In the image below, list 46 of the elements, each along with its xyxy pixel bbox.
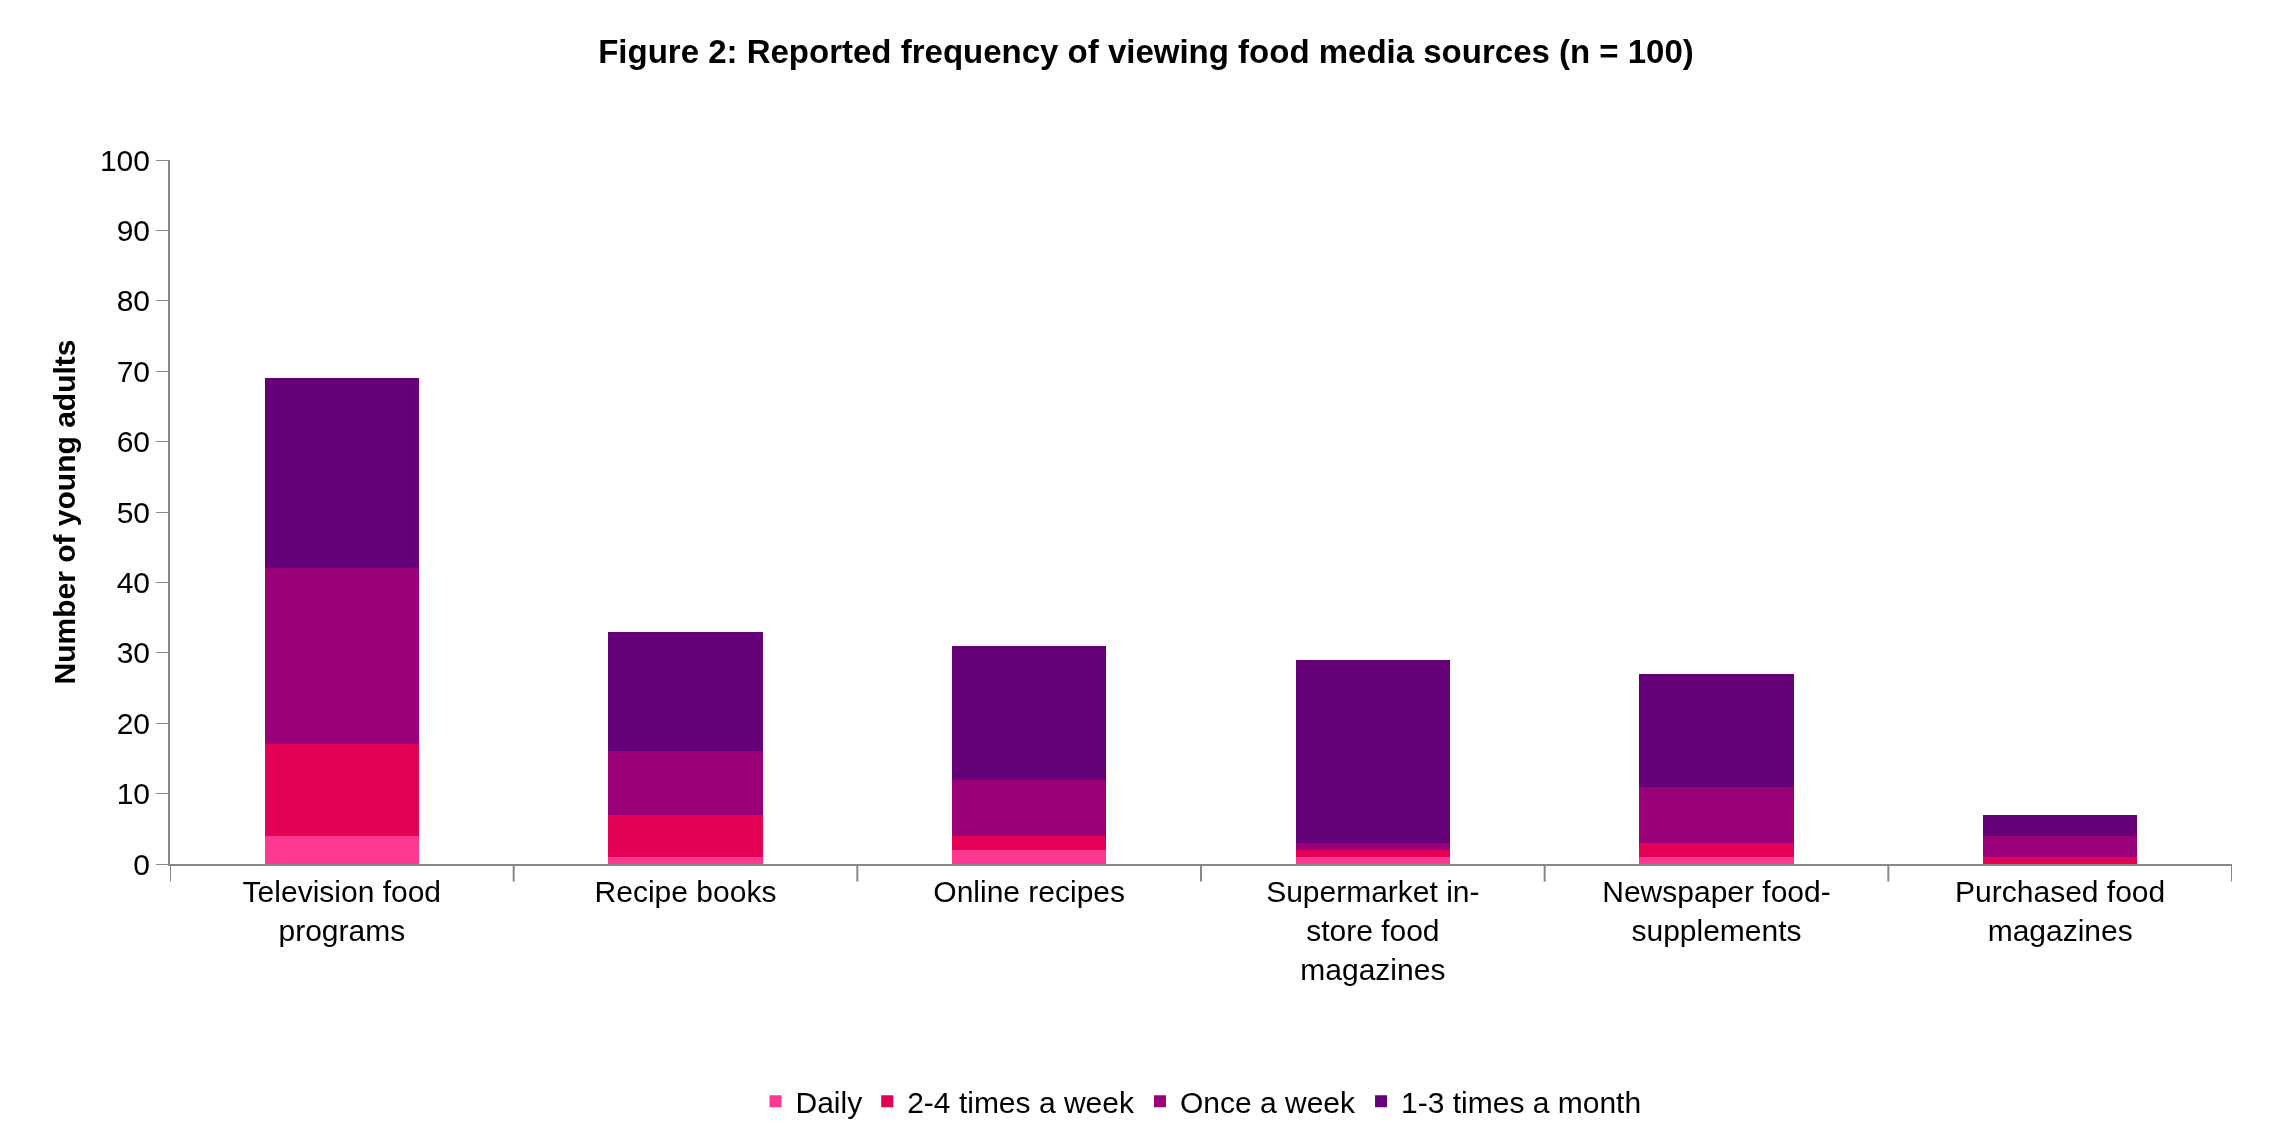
bar xyxy=(608,631,763,752)
bar xyxy=(1639,786,1794,843)
bar xyxy=(1982,856,2138,864)
legend-label: Daily xyxy=(795,1085,863,1119)
y-tick-label: 30 xyxy=(116,636,150,670)
y-tick-label: 100 xyxy=(99,143,150,177)
x-tick-label: Supermarket in-store food magazines xyxy=(1266,875,1480,986)
y-tick-label: 50 xyxy=(116,495,150,529)
bar xyxy=(951,849,1107,864)
y-tick-label: 0 xyxy=(133,847,150,881)
y-tick-label: 20 xyxy=(116,706,150,740)
legend-label: 2-4 times a week xyxy=(907,1085,1135,1119)
legend-label: Once a week xyxy=(1179,1085,1357,1119)
y-tick-label: 60 xyxy=(116,425,150,459)
x-tick-label: Purchased food magazines xyxy=(1955,875,2166,947)
x-tick-label: Television food programs xyxy=(242,875,442,947)
x-tick-label: Online recipes xyxy=(933,875,1126,908)
bar xyxy=(951,645,1107,780)
y-tick-label: 90 xyxy=(116,213,150,247)
bar xyxy=(1295,849,1451,857)
bar xyxy=(264,744,420,836)
x-tick-label: Newspaper food-supplements xyxy=(1602,875,1831,947)
bar xyxy=(1639,856,1794,864)
x-tick-label: Recipe books xyxy=(594,875,777,908)
bar xyxy=(264,835,420,864)
bar xyxy=(608,856,763,864)
y-tick-label: 80 xyxy=(116,284,150,318)
y-tick-label: 40 xyxy=(116,565,150,599)
bar xyxy=(1295,856,1451,864)
bar xyxy=(1295,842,1451,850)
bar xyxy=(1982,814,2138,836)
bar xyxy=(1639,842,1794,857)
bar xyxy=(608,814,763,857)
legend-label: 1-3 times a month xyxy=(1401,1085,1642,1119)
y-tick-label: 10 xyxy=(116,777,150,811)
bar xyxy=(608,751,763,815)
chart-title: Figure 2: Reported frequency of viewing food media sources (n = 100) xyxy=(598,32,1694,70)
bar xyxy=(951,779,1107,836)
y-tick-label: 70 xyxy=(116,354,150,388)
y-axis-title: Number of young adults xyxy=(48,339,82,685)
bar xyxy=(1295,659,1451,843)
bar xyxy=(951,835,1107,850)
bar xyxy=(1982,835,2138,857)
bar xyxy=(264,378,420,569)
bar xyxy=(1639,673,1794,787)
bar xyxy=(264,568,420,745)
